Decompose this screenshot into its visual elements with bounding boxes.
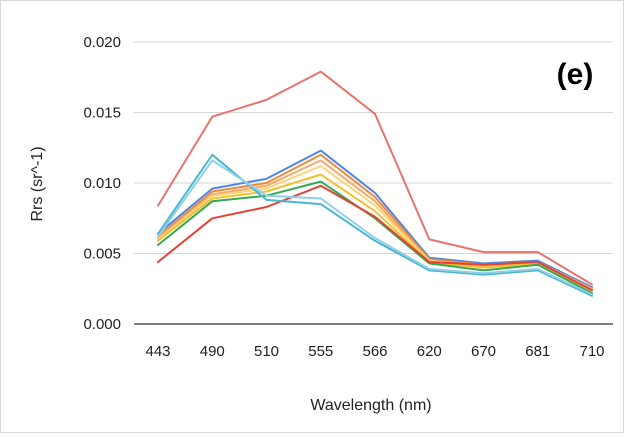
x-tick-label: 620 [417,343,442,360]
x-tick-label: 510 [254,343,279,360]
y-tick-label: 0.000 [83,316,121,333]
x-tick-labels: 443 490 510 555 566 620 670 681 710 [145,343,604,360]
x-tick-label: 490 [200,343,225,360]
y-tick-label: 0.015 [83,105,121,122]
series-layer [157,70,593,297]
y-tick-label: 0.010 [83,175,121,192]
series-line-2 [157,149,593,289]
panel-label: (e) [557,58,594,91]
x-tick-label: 566 [362,343,387,360]
x-tick-label: 443 [145,343,170,360]
y-axis-label: Rrs (sr^-1) [29,146,46,221]
x-tick-label: 681 [525,343,550,360]
x-tick-label: 710 [579,343,604,360]
series-line-8 [157,184,593,292]
y-tick-label: 0.005 [83,246,121,263]
series-line-6 [157,173,593,292]
y-tick-labels: 0.000 0.005 0.010 0.015 0.020 [83,34,121,333]
series-line-3 [157,153,593,290]
series-line-10 [157,159,593,296]
x-tick-label: 670 [471,343,496,360]
series-line-7 [157,180,593,294]
y-tick-label: 0.020 [83,34,121,51]
series-line-9 [157,153,593,297]
x-tick-label: 555 [308,343,333,360]
series-line-1 [157,70,593,286]
grid-layer [134,41,613,325]
x-axis-label: Wavelength (nm) [310,397,431,414]
